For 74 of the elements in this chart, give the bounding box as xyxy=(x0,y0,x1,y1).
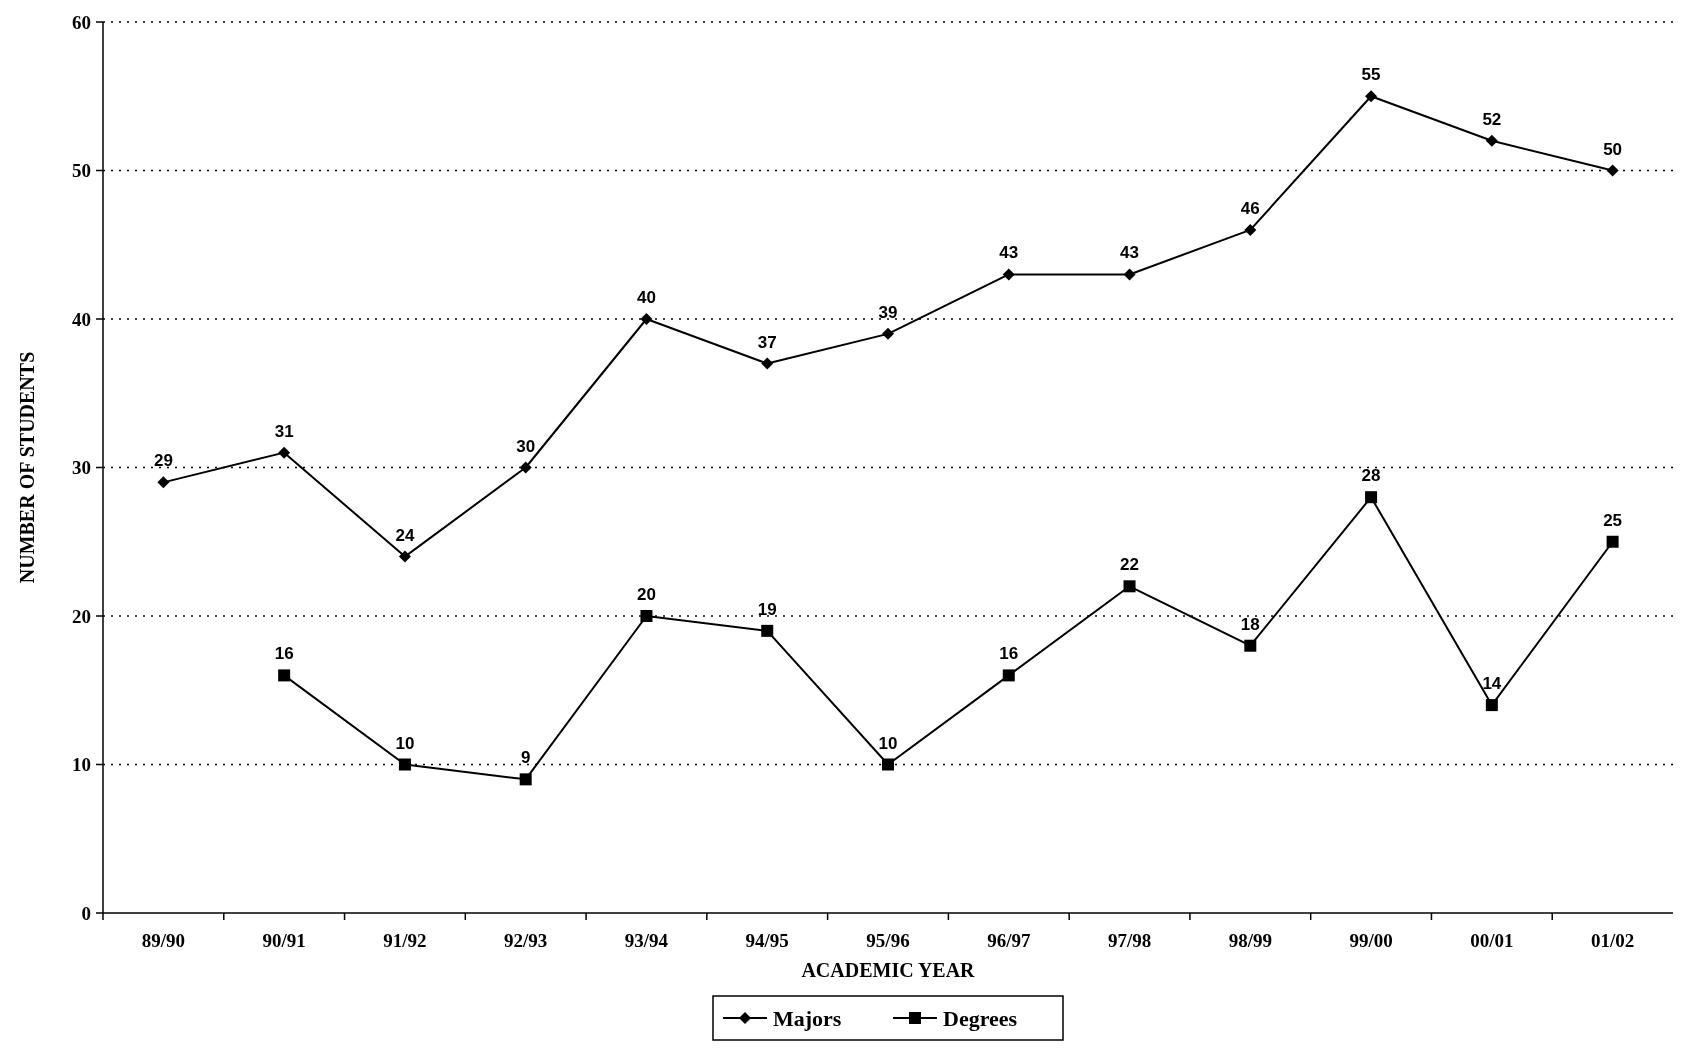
y-tick-label: 60 xyxy=(72,11,91,33)
data-label: 30 xyxy=(516,436,536,456)
point xyxy=(519,461,532,474)
data-label: 25 xyxy=(1603,510,1623,530)
x-tick-label: 89/90 xyxy=(141,930,186,951)
data-label: 31 xyxy=(274,421,294,441)
x-tick-label: 93/94 xyxy=(624,930,669,951)
point xyxy=(882,758,894,771)
data-label: 16 xyxy=(999,644,1019,664)
y-tick-label: 20 xyxy=(72,605,91,627)
y-axis-title: NUMBER OF STUDENTS xyxy=(16,351,38,584)
point xyxy=(761,624,774,637)
data-label: 40 xyxy=(637,288,656,307)
data-label: 37 xyxy=(757,332,777,352)
y-tick-label: 0 xyxy=(81,902,91,924)
data-label: 55 xyxy=(1361,65,1381,85)
point xyxy=(640,313,653,325)
x-axis-title: ACADEMIC YEAR xyxy=(801,959,976,981)
data-label: 14 xyxy=(1482,674,1502,694)
point xyxy=(1485,699,1498,712)
data-label: 10 xyxy=(395,733,415,753)
y-tick-label: 50 xyxy=(72,160,91,182)
data-label: 29 xyxy=(153,451,173,471)
point xyxy=(1485,134,1498,147)
point xyxy=(761,357,774,370)
x-tick-label: 01/02 xyxy=(1590,930,1635,951)
y-tick-label: 30 xyxy=(72,457,91,479)
x-tick-label: 00/01 xyxy=(1470,930,1514,951)
data-label: 50 xyxy=(1603,139,1623,159)
point xyxy=(519,773,532,786)
x-tick-label: 98/99 xyxy=(1228,930,1272,951)
x-tick-label: 91/92 xyxy=(383,930,427,951)
point xyxy=(1123,580,1136,593)
point xyxy=(1002,268,1015,281)
data-label: 22 xyxy=(1120,555,1139,575)
point xyxy=(1606,164,1619,177)
x-tick-label: 97/98 xyxy=(1107,930,1152,951)
data-label: 43 xyxy=(1120,243,1139,263)
data-label: 18 xyxy=(1240,614,1260,634)
point xyxy=(1606,535,1619,548)
data-label: 9 xyxy=(520,748,531,768)
point xyxy=(1365,90,1378,103)
point xyxy=(278,446,291,459)
data-label: 20 xyxy=(637,585,656,604)
x-tick-label: 96/97 xyxy=(987,930,1031,951)
point xyxy=(278,669,291,682)
point xyxy=(157,476,170,489)
data-label: 24 xyxy=(395,525,415,545)
legend-label: Degrees xyxy=(943,1005,1018,1031)
point xyxy=(1244,639,1257,652)
data-label: 19 xyxy=(757,599,777,619)
legend-label: Majors xyxy=(773,1005,842,1031)
point xyxy=(1244,223,1257,236)
data-label: 46 xyxy=(1240,198,1260,218)
y-tick-label: 40 xyxy=(72,308,91,330)
x-tick-label: 90/91 xyxy=(262,930,306,951)
data-label: 43 xyxy=(999,243,1019,263)
point xyxy=(398,550,411,563)
point xyxy=(640,610,653,622)
x-tick-label: 95/96 xyxy=(866,930,910,951)
y-tick-label: 10 xyxy=(72,754,91,776)
data-label: 10 xyxy=(878,733,898,753)
data-label: 16 xyxy=(274,644,294,664)
data-label: 52 xyxy=(1482,109,1502,129)
data-label: 39 xyxy=(878,302,898,322)
point xyxy=(1123,268,1136,281)
point xyxy=(882,327,894,340)
x-tick-label: 99/00 xyxy=(1349,930,1393,951)
x-tick-label: 94/95 xyxy=(745,930,789,951)
point xyxy=(1002,669,1015,682)
data-label: 28 xyxy=(1361,466,1381,486)
point xyxy=(1365,491,1378,504)
x-tick-label: 92/93 xyxy=(504,930,548,951)
point xyxy=(398,758,411,771)
